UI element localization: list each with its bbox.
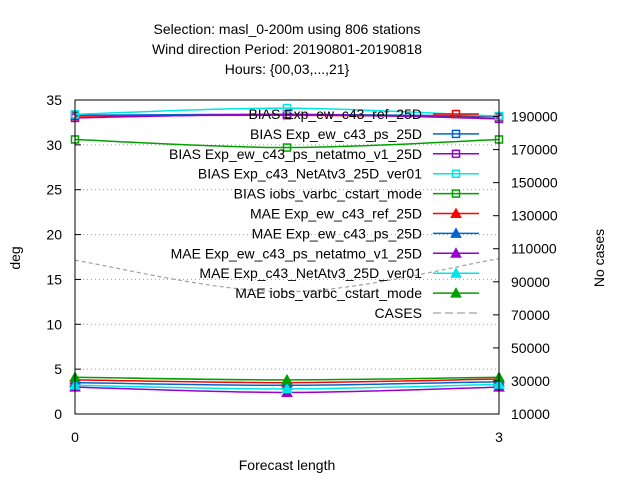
y-tick-label-5: 25: [46, 182, 62, 198]
x-axis-label: Forecast length: [239, 457, 336, 473]
legend-marker-2: [451, 149, 461, 159]
y-axis-label: deg: [7, 246, 23, 269]
chart-title-line-0: Selection: masl_0-200m using 806 station…: [154, 21, 421, 37]
series-line-4: [74, 138, 500, 149]
series-line-2: [74, 113, 500, 120]
legend-label-1: BIAS Exp_ew_c43_ps_25D: [250, 126, 422, 142]
y-tick-label-7: 35: [46, 92, 62, 108]
x-tick-label-1: 3: [495, 429, 503, 445]
legend-marker-7: [450, 247, 462, 258]
legend-label-9: MAE iobs_varbc_cstart_mode: [235, 285, 422, 301]
legend-marker-6: [450, 227, 462, 238]
y2-tick-label-3: 70000: [511, 307, 550, 323]
y-tick-label-4: 20: [46, 227, 62, 243]
legend-label-10: CASES: [375, 305, 422, 321]
y2-tick-label-5: 110000: [511, 241, 557, 257]
legend-marker-4: [451, 189, 461, 198]
legend-marker-8: [450, 267, 462, 278]
legend-marker-0: [451, 109, 461, 119]
chart-title-line-2: Hours: {00,03,...,21}: [225, 61, 350, 77]
legend: BIAS Exp_ew_c43_ref_25D BIAS Exp_ew_c43_p…: [169, 106, 479, 321]
y2-tick-label-1: 30000: [511, 373, 550, 389]
series-line-0: [74, 114, 500, 118]
legend-label-7: MAE Exp_ew_c43_ps_netatmo_v1_25D: [171, 245, 422, 261]
cases-series: [74, 258, 500, 293]
chart-title: Selection: masl_0-200m using 806 station…: [152, 21, 422, 77]
y2-tick-label-4: 90000: [511, 274, 550, 290]
legend-marker-1: [451, 129, 461, 139]
y-tick-label-0: 0: [54, 406, 62, 422]
y2-tick-label-6: 130000: [511, 208, 558, 224]
series-3-point-1: [282, 103, 292, 113]
legend-label-8: MAE Exp_c43_NetAtv3_25D_ver01: [199, 265, 422, 281]
x-tick-label-0: 0: [71, 429, 79, 445]
y2-tick-label-7: 150000: [511, 175, 558, 191]
legend-marker-5: [450, 207, 462, 218]
legend-label-0: BIAS Exp_ew_c43_ref_25D: [248, 106, 422, 122]
legend-marker-9: [450, 287, 462, 298]
y-tick-label-1: 5: [54, 361, 62, 377]
legend-label-2: BIAS Exp_ew_c43_ps_netatmo_v1_25D: [169, 146, 422, 162]
y-tick-label-6: 30: [46, 137, 62, 153]
plot-frame: [74, 99, 500, 415]
y2-tick-label-9: 190000: [511, 109, 558, 125]
y2-tick-label-2: 50000: [511, 340, 550, 356]
y-tick-label-2: 10: [46, 316, 62, 332]
chart-title-line-1: Wind direction Period: 20190801-20190818: [152, 41, 422, 57]
legend-label-5: MAE Exp_ew_c43_ref_25D: [250, 206, 422, 222]
y2-tick-label-0: 10000: [511, 406, 550, 422]
grid-lines: [75, 144, 499, 370]
legend-label-6: MAE Exp_ew_c43_ps_25D: [252, 225, 422, 241]
y2-tick-label-8: 170000: [511, 142, 558, 158]
series-9-point-1: [281, 373, 293, 385]
legend-marker-3: [451, 169, 461, 178]
axis-ticks: 0510152025303510000300005000070000900001…: [46, 92, 558, 445]
series-9: [69, 371, 505, 385]
series-4-point-1: [282, 143, 292, 152]
series-line-10: [74, 258, 500, 293]
y-tick-label-3: 15: [46, 271, 62, 287]
series-10: [74, 258, 500, 293]
legend-label-4: BIAS iobs_varbc_cstart_mode: [234, 186, 423, 202]
series-8-point-1: [281, 382, 293, 394]
y2-axis-label: No cases: [591, 229, 607, 287]
legend-label-3: BIAS Exp_c43_NetAtv3_25D_ver01: [198, 166, 422, 182]
